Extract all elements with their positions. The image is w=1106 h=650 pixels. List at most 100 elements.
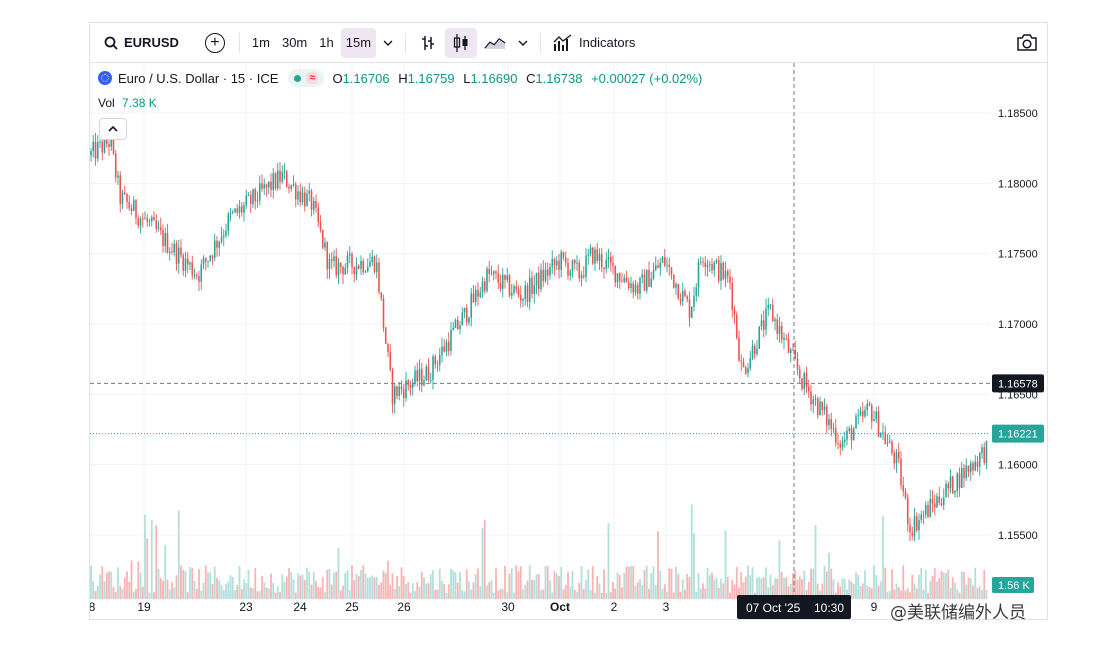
candle-body — [587, 254, 590, 256]
candle-body — [621, 280, 623, 282]
indicators-button[interactable]: Indicators — [548, 28, 640, 58]
candle-body — [920, 514, 923, 520]
volume-bar — [603, 569, 605, 599]
volume-bar — [153, 592, 155, 599]
volume-bar — [261, 575, 263, 599]
volume-bar — [508, 573, 511, 599]
symbol-search-button[interactable]: EURUSD — [100, 27, 183, 59]
volume-bar — [180, 565, 182, 599]
candle-body — [573, 259, 576, 264]
timeframe-15m[interactable]: 15m — [340, 27, 377, 58]
price-chart[interactable]: 1.185001.180001.175001.170001.165001.160… — [90, 63, 1047, 619]
candle-body — [310, 190, 313, 210]
volume-bar — [634, 585, 637, 599]
market-status-badge[interactable]: ≈ — [288, 69, 325, 87]
volume-bar — [805, 590, 808, 599]
volume-bar — [177, 510, 180, 599]
volume-bar — [117, 567, 119, 599]
chart-type-dropdown[interactable] — [513, 28, 533, 58]
volume-bar — [472, 582, 475, 599]
candle-body — [319, 222, 322, 230]
volume-bar — [209, 572, 212, 599]
candle-body — [180, 247, 182, 256]
volume-bar — [454, 572, 457, 599]
volume-bar — [535, 574, 538, 599]
candle-body — [956, 473, 959, 492]
volume-bar — [630, 565, 632, 599]
candle-body — [508, 275, 511, 296]
screenshot-button[interactable] — [1015, 31, 1039, 55]
timeframe-1m[interactable]: 1m — [251, 35, 270, 50]
high-value: 1.16759 — [407, 70, 455, 86]
volume-bar — [729, 592, 731, 599]
volume-bar — [744, 576, 747, 599]
candle-body — [787, 338, 790, 353]
candle-body — [927, 505, 929, 517]
volume-bar — [569, 586, 572, 599]
candle-body — [598, 254, 601, 261]
volume-bar — [366, 577, 369, 599]
candle-body — [306, 193, 308, 207]
volume-bar — [686, 574, 689, 599]
volume-bar — [438, 568, 441, 599]
collapse-legend-button[interactable] — [99, 118, 127, 140]
timeframe-dropdown[interactable] — [378, 28, 398, 58]
volume-bar — [733, 584, 736, 599]
volume-bar — [855, 572, 857, 599]
candle-body — [436, 364, 439, 366]
volume-bar — [389, 585, 392, 599]
plus-circle-icon[interactable]: + — [204, 32, 225, 53]
volume-bar — [288, 568, 290, 599]
volume-bar — [544, 565, 547, 599]
candle-body — [218, 241, 221, 248]
candle-body — [810, 391, 812, 405]
timeframe-30m[interactable]: 30m — [281, 35, 308, 50]
volume-bar — [236, 585, 239, 599]
volume-bar — [141, 586, 144, 599]
volume-bar — [402, 575, 405, 599]
timeframe-1h[interactable]: 1h — [319, 35, 334, 50]
volume-bar — [623, 572, 626, 599]
volume-bar — [245, 583, 248, 599]
candle-body — [585, 255, 587, 277]
volume-bar — [666, 591, 668, 599]
candle-body — [915, 516, 918, 531]
volume-bar — [945, 573, 947, 599]
candle-body — [391, 369, 394, 404]
area-chart-button[interactable] — [479, 28, 511, 58]
volume-bar — [636, 582, 639, 599]
candle-body — [780, 326, 783, 340]
volume-bar — [243, 579, 245, 599]
candle-body — [373, 256, 376, 272]
volume-bar — [371, 575, 374, 599]
candle-body — [184, 258, 187, 271]
candle-body — [861, 411, 864, 417]
candle-body — [839, 443, 842, 448]
legend-title: Euro / U.S. Dollar · 15 · ICE — [118, 70, 279, 86]
candle-body — [639, 278, 641, 294]
candles-button[interactable] — [445, 27, 478, 58]
candle-body — [452, 327, 455, 331]
candle-body — [234, 208, 236, 213]
volume-bar — [380, 582, 383, 599]
volume-bar — [186, 592, 189, 599]
volume-bar — [814, 525, 817, 599]
candle-body — [524, 285, 527, 299]
volume-bar — [173, 587, 176, 599]
volume-bar — [967, 577, 970, 599]
volume-bar — [648, 588, 650, 599]
candle-body — [884, 432, 887, 444]
volume-bar — [540, 590, 542, 599]
volume-bar — [888, 591, 891, 599]
candle-body — [938, 496, 941, 503]
candle-body — [801, 378, 803, 390]
volume-bar — [150, 520, 153, 599]
candle-body — [614, 265, 617, 283]
last-price-label: 1.16221 — [998, 429, 1038, 441]
candle-body — [247, 194, 250, 196]
bar-chart-button[interactable] — [413, 28, 443, 58]
candle-body — [974, 461, 977, 471]
volume-bar — [963, 571, 965, 599]
candle-body — [517, 289, 520, 296]
volume-bar — [328, 568, 331, 599]
